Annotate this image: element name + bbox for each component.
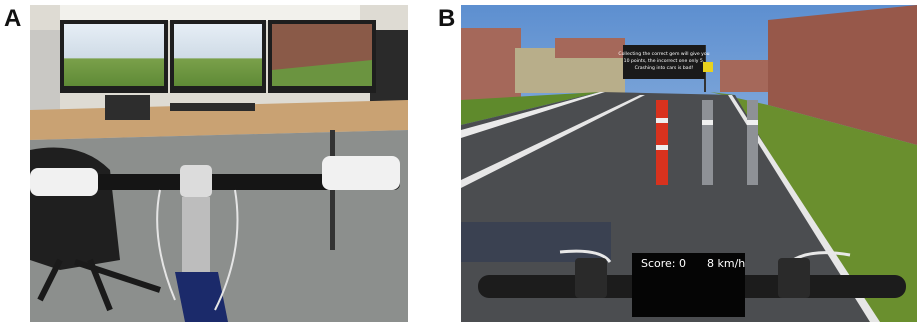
shadow <box>461 222 611 262</box>
figure: A Collecting the correct gem will give y… <box>0 0 917 322</box>
whiteboard <box>60 5 360 21</box>
building <box>461 28 521 103</box>
steerer <box>182 197 210 272</box>
monitor-screen <box>174 24 262 86</box>
page: A Collecting the correct gem will give y… <box>0 0 917 322</box>
sign-text: 10 points, the incorrect one only 5. <box>624 58 705 64</box>
brake-mount <box>778 258 810 298</box>
bollard-stripe <box>656 118 668 123</box>
photo-b: Collecting the correct gem will give you… <box>461 5 917 322</box>
keyboard <box>170 103 255 111</box>
score: Score: 0 <box>641 257 686 270</box>
speaker <box>30 30 60 110</box>
grip <box>30 168 98 196</box>
bollard-stripe <box>656 145 668 150</box>
bollard <box>747 100 758 185</box>
bollard-stripe <box>702 120 713 125</box>
brake-mount <box>575 258 607 298</box>
bollard-stripe <box>747 120 758 125</box>
building <box>720 60 770 92</box>
sign-text: Collecting the correct gem will give you <box>618 51 709 57</box>
panel-label: B <box>438 5 455 32</box>
panel-label: A <box>4 5 21 32</box>
grip <box>322 156 400 190</box>
bollard <box>656 100 668 185</box>
sign-text: Crashing into cars is bad! <box>635 65 694 71</box>
stem <box>180 165 212 197</box>
photo-a <box>30 5 408 322</box>
monitor-screen <box>64 24 164 86</box>
building <box>555 38 625 58</box>
road-sign <box>703 62 713 72</box>
bollard <box>702 100 713 185</box>
speed: 8 km/h <box>707 257 745 270</box>
cables <box>105 95 150 120</box>
